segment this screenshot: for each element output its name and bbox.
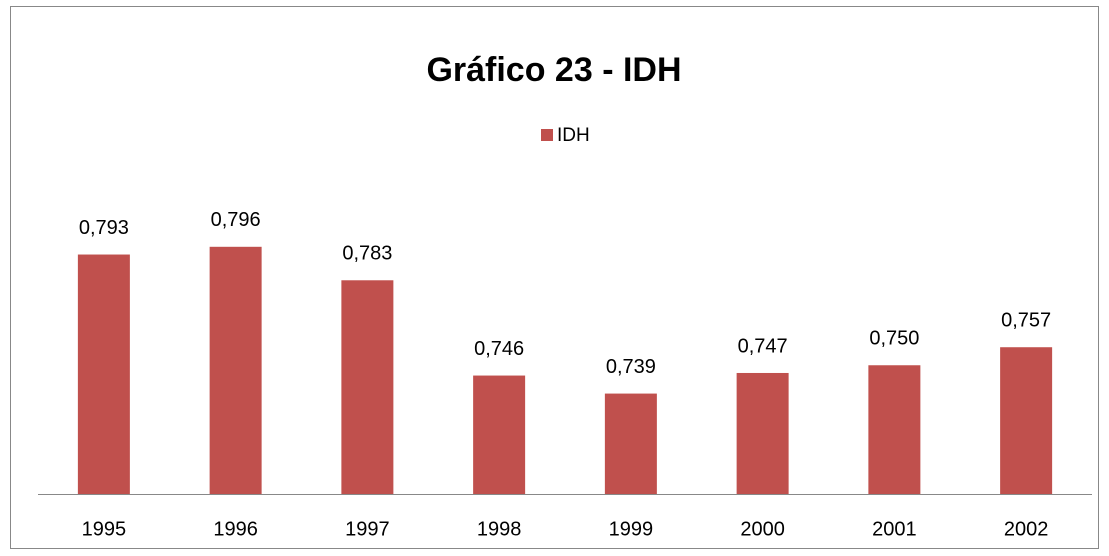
value-label: 0,783 — [342, 243, 392, 265]
value-label: 0,757 — [1001, 310, 1051, 332]
bar — [77, 254, 130, 494]
bar — [1000, 347, 1053, 494]
legend-label: IDH — [557, 125, 590, 146]
value-label: 0,747 — [738, 335, 788, 357]
value-label: 0,793 — [79, 217, 129, 239]
value-label: 0,746 — [474, 338, 524, 360]
bar — [736, 372, 789, 494]
x-tick-label: 1996 — [213, 518, 258, 540]
bar — [209, 246, 262, 494]
x-tick-label: 1997 — [345, 518, 390, 540]
chart-title: Gráfico 23 - IDH — [426, 51, 681, 89]
x-tick-label: 2002 — [1004, 518, 1049, 540]
x-tick-label: 2000 — [740, 518, 785, 540]
value-label: 0,796 — [211, 209, 261, 231]
bar — [341, 280, 394, 494]
bar — [604, 393, 657, 494]
x-tick-label: 1995 — [82, 518, 127, 540]
legend-swatch — [541, 129, 553, 141]
bar — [473, 375, 526, 494]
x-tick-label: 1998 — [477, 518, 522, 540]
value-label: 0,750 — [869, 328, 919, 350]
bar — [868, 365, 921, 494]
x-tick-label: 2001 — [872, 518, 917, 540]
x-tick-label: 1999 — [609, 518, 654, 540]
value-label: 0,739 — [606, 356, 656, 378]
